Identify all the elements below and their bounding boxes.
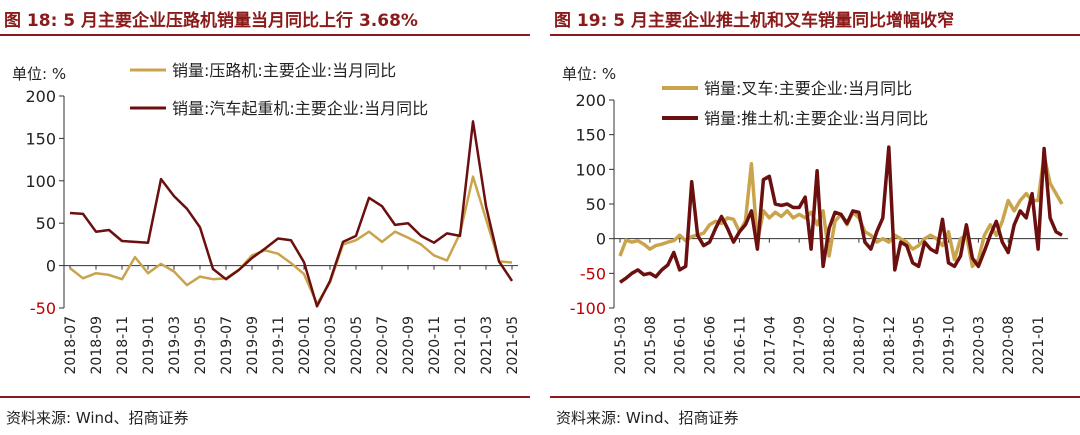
line-chart: -100 -50 0 50 100 150 200 2015-03 2015-08 2016-01… bbox=[570, 79, 1068, 375]
chart-title: 图 18: 5 月主要企业压路机销量当月同比上行 3.68% bbox=[4, 11, 418, 31]
x-tick-label: 2016-11 bbox=[732, 316, 748, 375]
x-tick-label: 2020-08 bbox=[1001, 316, 1017, 375]
y-tick-label: 100 bbox=[575, 160, 606, 179]
y-tick-label: -50 bbox=[580, 264, 606, 283]
series-line-1 bbox=[69, 120, 514, 308]
x-tick-label: 2020-01 bbox=[297, 316, 313, 375]
x-tick-label: 2021-01 bbox=[453, 316, 469, 375]
source-bar: 资料来源: Wind、招商证券 bbox=[550, 396, 1080, 435]
y-tick-label: -100 bbox=[570, 299, 606, 318]
x-tick-label: 2020-11 bbox=[427, 316, 443, 375]
series-line-0 bbox=[69, 175, 513, 306]
y-tick-label: 0 bbox=[46, 257, 56, 276]
x-tick-label: 2015-08 bbox=[643, 316, 659, 375]
x-tick-label: 2017-09 bbox=[792, 316, 808, 375]
x-tick-label: 2019-11 bbox=[271, 316, 287, 375]
line-chart: -50 0 50 100 150 200 2018-07 2018-09 2018-11 2019… bbox=[25, 61, 521, 375]
x-tick-label: 2021-05 bbox=[505, 316, 521, 375]
x-tick-label: 2018-02 bbox=[822, 316, 838, 375]
x-tick-label: 2019-07 bbox=[219, 316, 235, 375]
y-tick-label: 200 bbox=[575, 91, 606, 110]
x-tick-label: 2018-11 bbox=[115, 316, 131, 375]
y-tick-label: 150 bbox=[575, 126, 606, 145]
x-tick-label: 2019-03 bbox=[167, 316, 183, 375]
legend-label: 销量:叉车:主要企业:当月同比 bbox=[704, 79, 912, 98]
unit-label: 单位: % bbox=[562, 65, 617, 83]
source-bar: 资料来源: Wind、招商证券 bbox=[0, 396, 530, 435]
legend-label: 销量:压路机:主要企业:当月同比 bbox=[172, 61, 396, 80]
x-tick-label: 2016-01 bbox=[673, 316, 689, 375]
legend-label: 销量:汽车起重机:主要企业:当月同比 bbox=[172, 99, 428, 118]
x-tick-label: 2017-04 bbox=[762, 316, 778, 375]
chart-panel-right: 图 19: 5 月主要企业推土机和叉车销量同比增幅收窄 单位: % -100 -5… bbox=[550, 0, 1080, 433]
x-tick-label: 2018-12 bbox=[882, 316, 898, 375]
x-tick-label: 2020-05 bbox=[349, 316, 365, 375]
chart-title: 图 19: 5 月主要企业推土机和叉车销量同比增幅收窄 bbox=[554, 11, 955, 31]
x-tick-label: 2019-01 bbox=[141, 316, 157, 375]
x-tick-label: 2020-07 bbox=[375, 316, 391, 375]
x-tick-label: 2021-01 bbox=[1031, 316, 1047, 375]
x-tick-label: 2019-05 bbox=[912, 316, 928, 375]
legend-label: 销量:推土机:主要企业:当月同比 bbox=[704, 109, 928, 128]
x-tick-label: 2016-06 bbox=[703, 316, 719, 375]
y-tick-label: 100 bbox=[25, 172, 56, 191]
series-line-1 bbox=[619, 145, 1063, 284]
x-tick-label: 2019-05 bbox=[193, 316, 209, 375]
y-tick-label: -50 bbox=[30, 299, 56, 318]
y-tick-label: 50 bbox=[586, 195, 606, 214]
x-tick-label: 2018-09 bbox=[89, 316, 105, 375]
x-tick-label: 2020-09 bbox=[401, 316, 417, 375]
y-tick-label: 0 bbox=[596, 230, 606, 249]
x-tick-label: 2020-03 bbox=[323, 316, 339, 375]
unit-label: 单位: % bbox=[12, 65, 67, 83]
x-tick-label: 2019-10 bbox=[942, 316, 958, 375]
x-tick-label: 2018-07 bbox=[852, 316, 868, 375]
x-tick-label: 2018-07 bbox=[63, 316, 79, 375]
x-tick-label: 2021-03 bbox=[479, 316, 495, 375]
title-bar: 图 18: 5 月主要企业压路机销量当月同比上行 3.68% bbox=[0, 0, 530, 36]
x-tick-label: 2015-03 bbox=[613, 316, 629, 375]
source-note: 资料来源: Wind、招商证券 bbox=[556, 409, 739, 427]
chart-panel-left: 图 18: 5 月主要企业压路机销量当月同比上行 3.68% 单位: % -50… bbox=[0, 0, 530, 433]
y-tick-label: 150 bbox=[25, 129, 56, 148]
x-tick-label: 2020-03 bbox=[971, 316, 987, 375]
source-note: 资料来源: Wind、招商证券 bbox=[6, 409, 189, 427]
y-tick-label: 200 bbox=[25, 87, 56, 106]
y-tick-label: 50 bbox=[36, 214, 56, 233]
title-bar: 图 19: 5 月主要企业推土机和叉车销量同比增幅收窄 bbox=[550, 0, 1080, 36]
x-tick-label: 2019-09 bbox=[245, 316, 261, 375]
